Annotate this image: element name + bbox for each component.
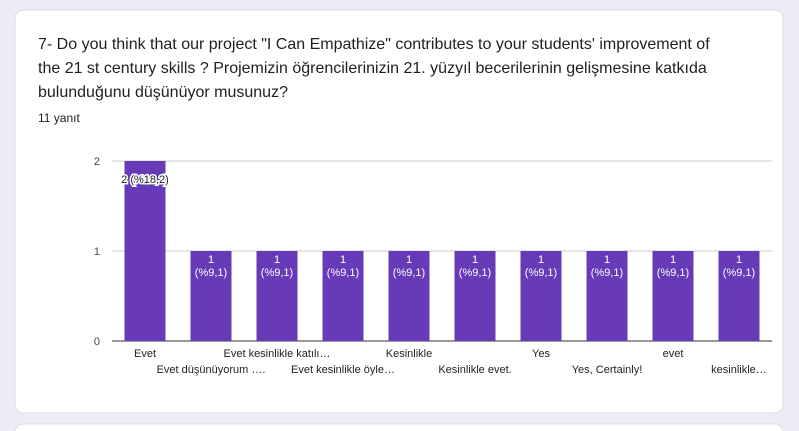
x-tick-label: kesinlikle… [711,364,767,376]
x-tick-label: Yes, Certainly! [572,364,643,376]
x-tick-label: Evet kesinlikle katılı… [224,348,331,360]
bar [652,251,694,341]
value-label: 1 (%9,1) [327,254,359,279]
bar [454,251,496,341]
response-count: 11 yanıt [38,111,80,125]
y-tick-label: 1 [94,246,100,258]
y-tick-label: 2 [94,156,100,168]
bar [124,161,166,341]
x-tick-label: evet [663,348,684,360]
value-label: 1 (%9,1) [195,254,227,279]
x-tick-label: Evet kesinlikle öyle… [291,364,395,376]
bar [322,251,364,341]
x-tick-label: Evet [134,348,156,360]
value-label: 1 (%9,1) [459,254,491,279]
value-label: 1 (%9,1) [261,254,293,279]
value-label: 1 (%9,1) [723,254,755,279]
bar [388,251,430,341]
bar [586,251,628,341]
value-label: 2 (%18,2) [121,174,169,186]
value-label: 1 (%9,1) [591,254,623,279]
x-tick-label: Yes [532,348,550,360]
value-label: 1 (%9,1) [525,254,557,279]
value-label: 1 (%9,1) [657,254,689,279]
bar [520,251,562,341]
bar [718,251,760,341]
bar [256,251,298,341]
bar [190,251,232,341]
value-label: 1 (%9,1) [393,254,425,279]
x-tick-label: Kesinlikle [386,348,432,360]
x-tick-label: Evet düşünüyorum …. [157,364,266,376]
x-tick-label: Kesinlikle evet. [438,364,511,376]
y-tick-label: 0 [94,336,100,348]
next-card [14,423,784,431]
question-title: 7- Do you think that our project "I Can … [38,36,710,101]
